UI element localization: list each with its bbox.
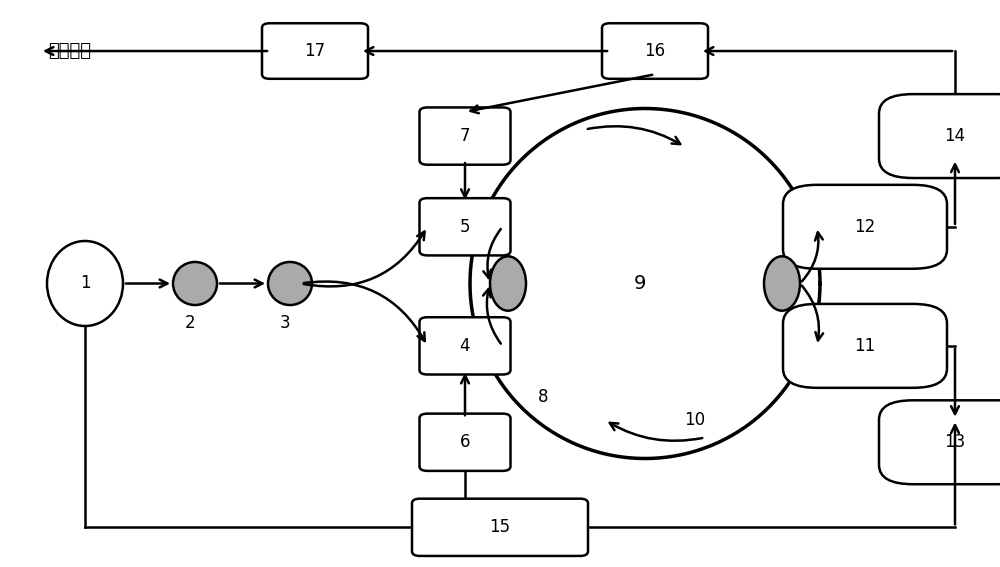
FancyBboxPatch shape [420, 414, 511, 471]
FancyBboxPatch shape [412, 499, 588, 556]
Text: 11: 11 [854, 337, 876, 355]
Text: 5: 5 [460, 218, 470, 236]
FancyBboxPatch shape [420, 198, 511, 255]
FancyBboxPatch shape [602, 23, 708, 79]
Text: 16: 16 [644, 42, 666, 60]
Text: 降螺输出: 降螺输出 [48, 42, 92, 60]
FancyBboxPatch shape [262, 23, 368, 79]
Ellipse shape [173, 262, 217, 305]
FancyBboxPatch shape [783, 304, 947, 388]
FancyBboxPatch shape [879, 94, 1000, 178]
Ellipse shape [490, 256, 526, 311]
Text: 15: 15 [489, 518, 511, 536]
Text: 9: 9 [634, 274, 646, 293]
Text: 2: 2 [185, 314, 195, 332]
Text: 8: 8 [538, 388, 548, 406]
Ellipse shape [47, 241, 123, 326]
Ellipse shape [764, 256, 800, 311]
Text: 4: 4 [460, 337, 470, 355]
FancyBboxPatch shape [420, 108, 511, 165]
FancyBboxPatch shape [783, 185, 947, 269]
Text: 14: 14 [944, 127, 966, 145]
Text: 7: 7 [460, 127, 470, 145]
Text: 12: 12 [854, 218, 876, 236]
Text: 6: 6 [460, 433, 470, 451]
Text: 13: 13 [944, 433, 966, 451]
Text: 1: 1 [80, 274, 90, 293]
FancyBboxPatch shape [879, 400, 1000, 484]
Text: 10: 10 [684, 411, 706, 429]
Text: 17: 17 [304, 42, 326, 60]
FancyBboxPatch shape [420, 318, 511, 374]
Text: 3: 3 [280, 314, 290, 332]
Ellipse shape [268, 262, 312, 305]
